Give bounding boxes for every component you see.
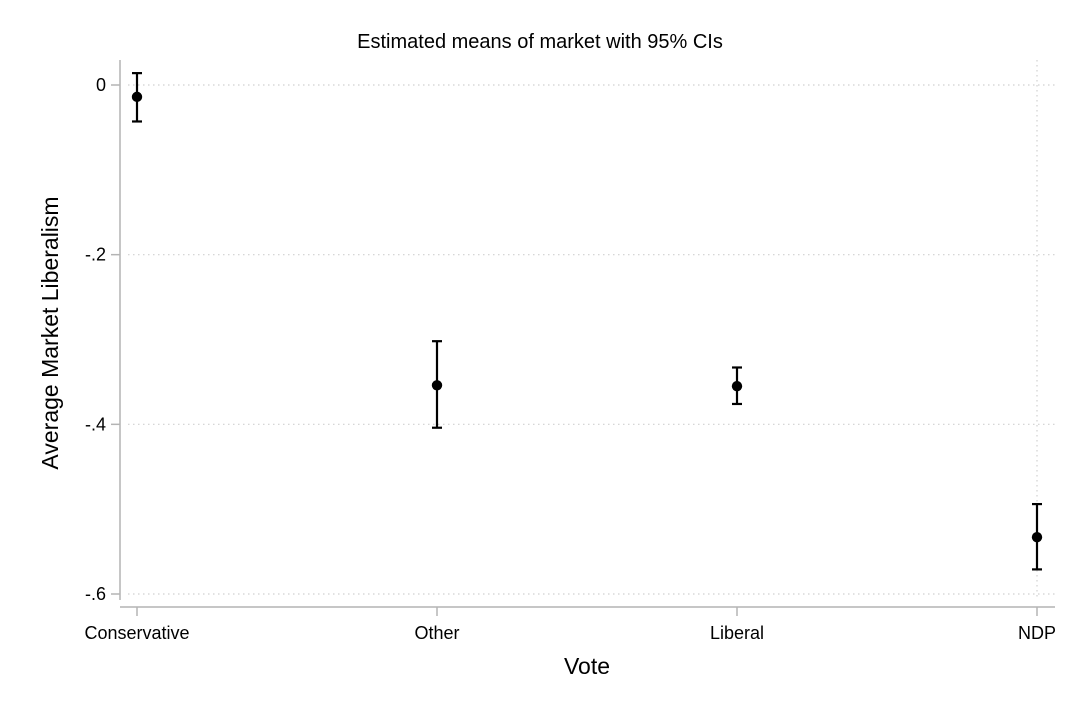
chart-title: Estimated means of market with 95% CIs [357, 31, 723, 53]
axes [119, 60, 1055, 608]
x-tick-label: Other [414, 623, 459, 643]
gridlines [128, 60, 1055, 600]
mean-point [731, 380, 743, 392]
data-marks [131, 72, 1043, 571]
y-axis-title: Average Market Liberalism [37, 196, 63, 469]
y-tick-label: -.6 [85, 584, 106, 604]
y-axis-ticks: 0 -.2 -.4 -.6 [85, 75, 120, 604]
x-axis-title: Vote [564, 653, 610, 679]
x-tick-label: NDP [1018, 623, 1056, 643]
x-tick-label: Liberal [710, 623, 764, 643]
y-tick-label: -.4 [85, 414, 106, 434]
mean-point [131, 91, 143, 103]
x-axis-ticks: Conservative Other Liberal NDP [84, 607, 1056, 643]
mean-point [431, 380, 443, 391]
y-tick-label: -.2 [85, 245, 106, 265]
mean-point [1031, 531, 1043, 543]
y-tick-label: 0 [96, 75, 106, 95]
x-tick-label: Conservative [84, 623, 189, 643]
